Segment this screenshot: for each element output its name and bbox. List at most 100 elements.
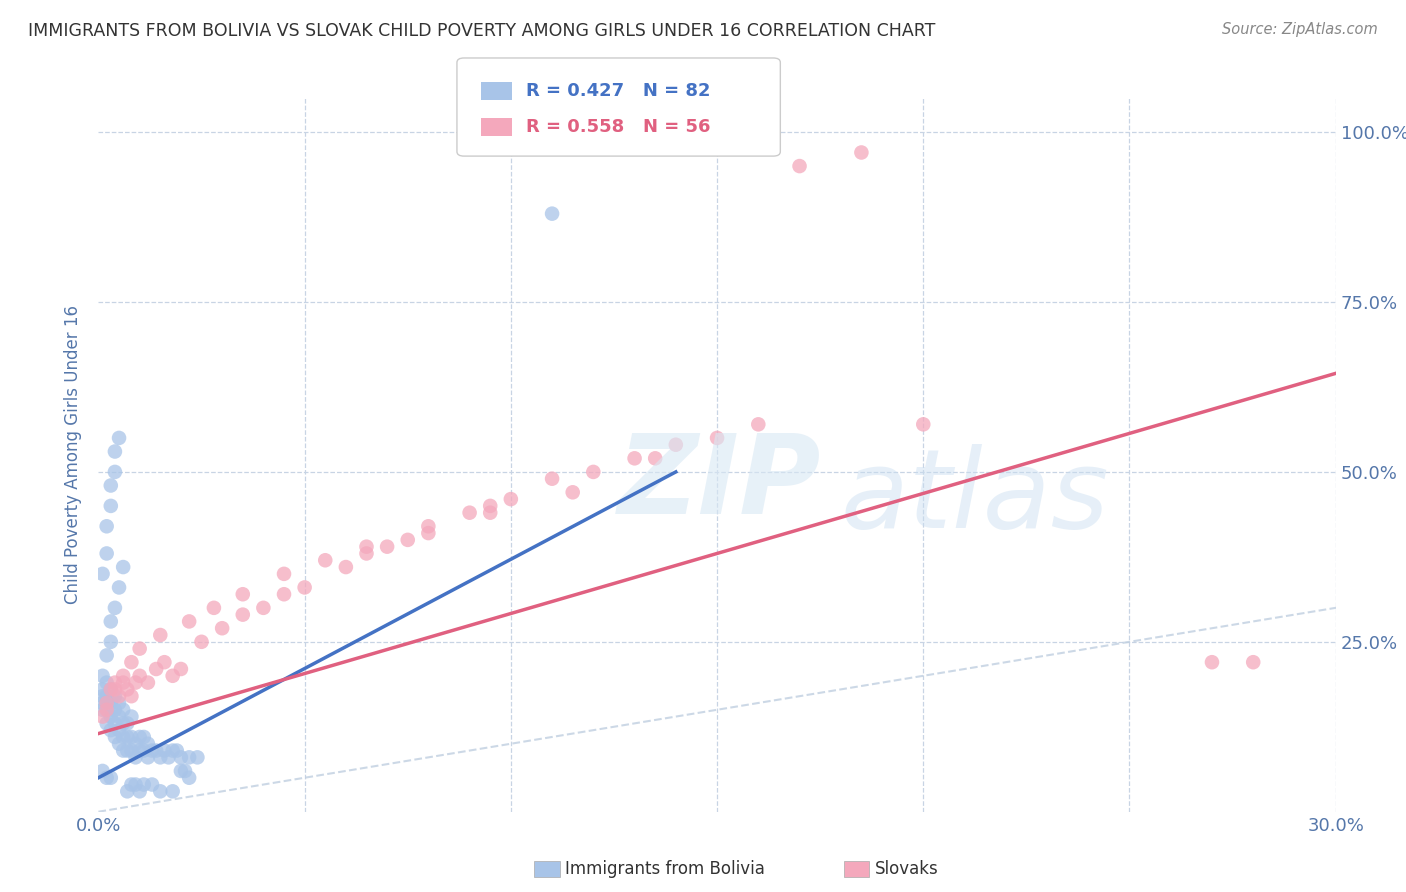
Point: [96, 696, 118, 710]
Point: [100, 703, 122, 717]
Point: [644, 451, 666, 466]
Point: [166, 743, 188, 757]
Point: [582, 465, 605, 479]
Point: [141, 743, 163, 757]
Point: [174, 764, 197, 778]
Point: [541, 207, 564, 221]
Point: [108, 709, 131, 723]
Text: IMMIGRANTS FROM BOLIVIA VS SLOVAK CHILD POVERTY AMONG GIRLS UNDER 16 CORRELATION: IMMIGRANTS FROM BOLIVIA VS SLOVAK CHILD …: [28, 22, 935, 40]
Point: [706, 431, 728, 445]
Point: [232, 607, 254, 622]
Point: [96, 675, 118, 690]
Point: [162, 784, 184, 798]
Point: [162, 743, 184, 757]
Point: [202, 600, 225, 615]
Point: [96, 546, 118, 560]
Point: [124, 675, 146, 690]
Point: [170, 764, 193, 778]
Text: R = 0.427   N = 82: R = 0.427 N = 82: [526, 82, 710, 100]
Point: [91, 566, 114, 581]
Point: [100, 478, 122, 492]
Point: [112, 743, 135, 757]
Point: [124, 778, 146, 792]
Point: [418, 526, 440, 541]
Point: [149, 784, 172, 798]
Point: [112, 669, 135, 683]
Point: [153, 655, 176, 669]
Point: [108, 689, 131, 703]
Point: [273, 566, 295, 581]
Point: [499, 492, 522, 507]
Point: [91, 669, 114, 683]
Point: [665, 438, 688, 452]
Point: [128, 730, 150, 744]
Point: [117, 784, 139, 798]
Point: [356, 546, 378, 560]
Point: [458, 506, 481, 520]
Point: [112, 730, 135, 744]
Point: [1201, 655, 1223, 669]
Point: [96, 703, 118, 717]
Point: [179, 750, 201, 764]
Point: [112, 716, 135, 731]
Text: Slovaks: Slovaks: [875, 860, 938, 878]
Point: [100, 635, 122, 649]
Point: [91, 703, 114, 717]
Point: [132, 778, 155, 792]
Point: [149, 750, 172, 764]
Point: [96, 716, 118, 731]
Text: Immigrants from Bolivia: Immigrants from Bolivia: [565, 860, 765, 878]
Point: [104, 730, 127, 744]
Point: [104, 444, 127, 458]
Y-axis label: Child Poverty Among Girls Under 16: Child Poverty Among Girls Under 16: [65, 305, 83, 605]
Point: [314, 553, 336, 567]
Point: [479, 506, 502, 520]
Point: [418, 519, 440, 533]
Point: [396, 533, 419, 547]
Point: [128, 784, 150, 798]
Point: [120, 689, 142, 703]
Point: [104, 682, 127, 697]
Point: [100, 696, 122, 710]
Point: [104, 675, 127, 690]
Point: [561, 485, 583, 500]
Point: [96, 696, 118, 710]
Point: [132, 743, 155, 757]
Point: [623, 451, 645, 466]
Point: [170, 662, 193, 676]
Point: [789, 159, 811, 173]
Point: [100, 709, 122, 723]
Point: [747, 417, 769, 432]
Point: [145, 662, 167, 676]
Point: [153, 743, 176, 757]
Point: [335, 560, 357, 574]
Point: [112, 560, 135, 574]
Point: [170, 750, 193, 764]
Point: [120, 730, 142, 744]
Point: [141, 778, 163, 792]
Point: [479, 499, 502, 513]
Point: [541, 472, 564, 486]
Point: [96, 519, 118, 533]
Point: [100, 771, 122, 785]
Point: [100, 682, 122, 697]
Point: [136, 675, 159, 690]
Point: [96, 703, 118, 717]
Point: [120, 743, 142, 757]
Point: [132, 730, 155, 744]
Point: [252, 600, 274, 615]
Point: [162, 669, 184, 683]
Point: [232, 587, 254, 601]
Point: [100, 615, 122, 629]
Point: [108, 431, 131, 445]
Point: [108, 581, 131, 595]
Point: [117, 682, 139, 697]
Point: [179, 615, 201, 629]
Point: [179, 771, 201, 785]
Point: [186, 750, 208, 764]
Point: [124, 750, 146, 764]
Point: [100, 499, 122, 513]
Point: [912, 417, 935, 432]
Point: [124, 737, 146, 751]
Point: [112, 675, 135, 690]
